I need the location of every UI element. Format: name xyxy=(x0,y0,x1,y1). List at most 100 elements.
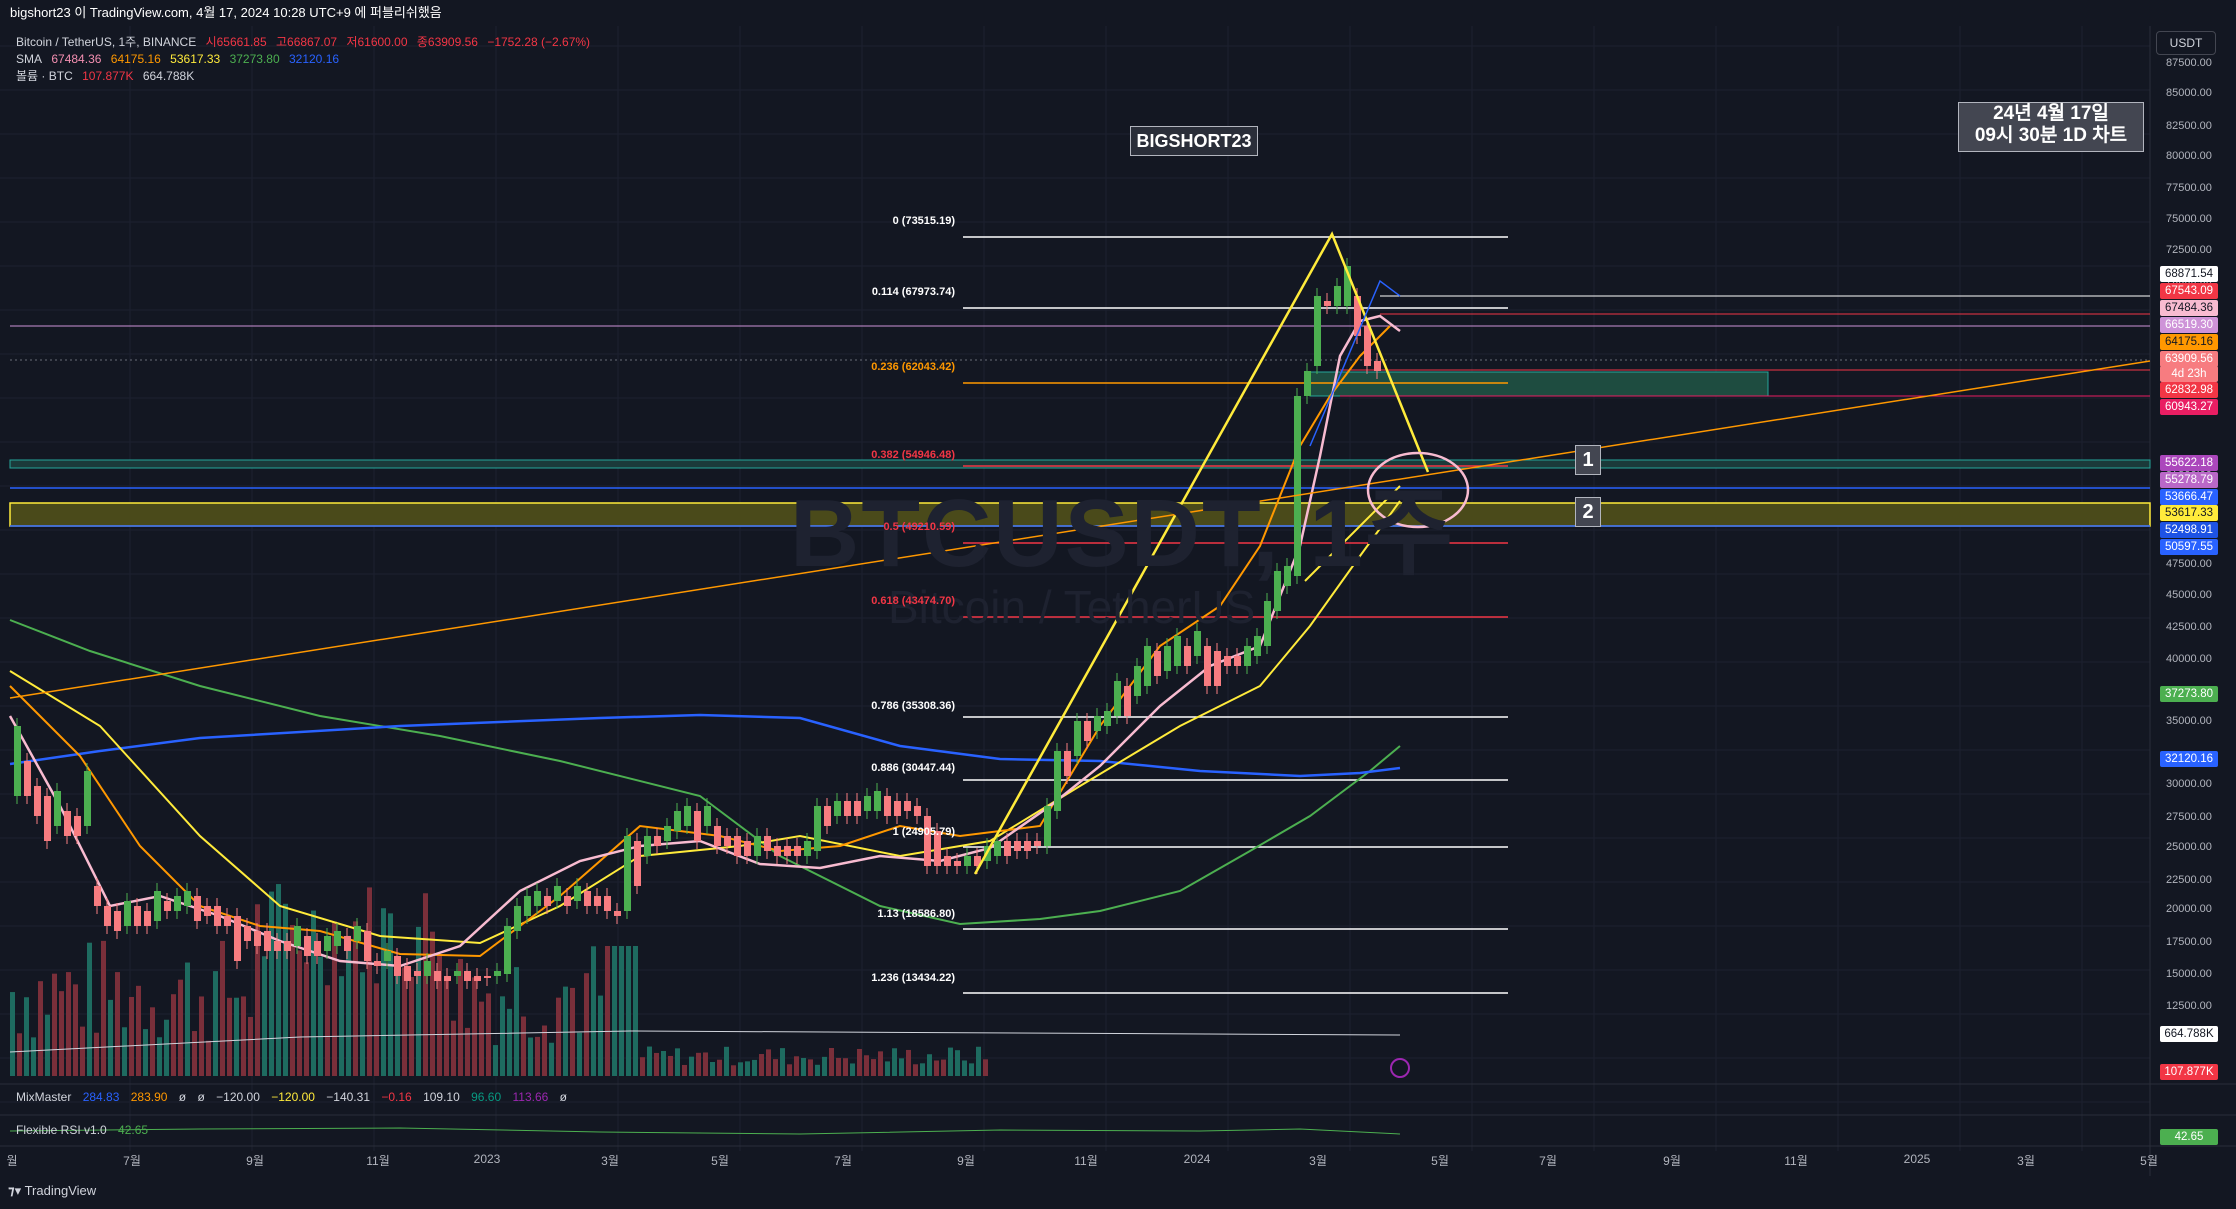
rsi-name[interactable]: Flexible RSI v1.0 xyxy=(16,1123,107,1137)
volume-bar xyxy=(87,942,92,1076)
price-axis-label: 82500.00 xyxy=(2166,120,2212,132)
highlight-circle xyxy=(1366,451,1470,529)
open-value: 시65661.85 xyxy=(205,35,267,49)
volume-bar xyxy=(332,921,337,1076)
rsi-line xyxy=(9,1127,1401,1135)
time-axis-label: 2023 xyxy=(473,1152,501,1166)
time-axis-label: 2024 xyxy=(1183,1152,1211,1166)
candle-body xyxy=(1154,651,1161,676)
fib-trendline xyxy=(973,231,1430,875)
date-line-1: 24년 4월 17일 xyxy=(1993,103,2109,124)
volume-bar xyxy=(703,1052,708,1076)
candle-body xyxy=(1014,841,1021,851)
volume-bar xyxy=(500,996,505,1076)
volume-bar xyxy=(59,991,64,1076)
fib-label: 0.618 (43474.70) xyxy=(871,595,955,607)
price-chart[interactable] xyxy=(0,26,2236,1176)
candle-body xyxy=(694,811,701,841)
blue-trendline xyxy=(1309,279,1401,447)
volume-bar xyxy=(479,1001,484,1076)
sma-value-2: 64175.16 xyxy=(110,52,161,66)
volume-bar xyxy=(549,1042,554,1076)
volume-bar xyxy=(52,973,57,1076)
volume-bar xyxy=(430,931,435,1076)
price-tag: 664.788K xyxy=(2160,1026,2218,1042)
symbol-watermark: BTCUSDT, 1주 xyxy=(790,480,1456,587)
candle-body xyxy=(254,931,261,946)
volume-bar xyxy=(318,956,323,1076)
candle-body xyxy=(1254,636,1261,656)
tradingview-logo[interactable]: ⁊▾ TradingView xyxy=(8,1183,96,1199)
price-axis-label: 77500.00 xyxy=(2166,182,2212,194)
candle-body xyxy=(1224,656,1231,666)
volume-bar xyxy=(934,1060,939,1076)
candle-body xyxy=(404,966,411,981)
volume-bar xyxy=(668,1055,673,1076)
sma-label[interactable]: SMA xyxy=(16,52,43,66)
currency-button[interactable]: USDT xyxy=(2156,31,2216,55)
candle-body xyxy=(744,841,751,856)
candle-body xyxy=(144,911,151,926)
symbol-title[interactable]: Bitcoin / TetherUS, 1주, BINANCE xyxy=(16,35,197,49)
candle-body xyxy=(974,856,981,866)
candlesticks xyxy=(14,258,1381,989)
volume-bar xyxy=(794,1056,799,1076)
candle-body xyxy=(574,886,581,901)
candle-body xyxy=(944,856,951,866)
time-axis-label: 9월 xyxy=(246,1154,264,1168)
candle-body xyxy=(74,816,81,836)
time-axis-label: 7월 xyxy=(834,1154,852,1168)
volume-bar xyxy=(745,1061,750,1076)
price-axis-label: 35000.00 xyxy=(2166,715,2212,727)
candle-body xyxy=(264,931,271,951)
volume-bar xyxy=(213,971,218,1076)
volume-bar xyxy=(696,1052,701,1076)
candle-body xyxy=(1054,751,1061,811)
volume-bar xyxy=(717,1059,722,1076)
mixmaster-name[interactable]: MixMaster xyxy=(16,1090,72,1104)
volume-bar xyxy=(780,1048,785,1076)
price-axis-label: 80000.00 xyxy=(2166,150,2212,162)
volume-bars xyxy=(9,884,1401,1076)
volume-bar xyxy=(759,1054,764,1076)
price-tag: 60943.27 xyxy=(2160,399,2218,415)
candle-body xyxy=(484,976,491,978)
volume-bar xyxy=(437,955,442,1076)
volume-bar xyxy=(10,992,15,1076)
tv-logo-icon: ⁊▾ xyxy=(8,1183,22,1198)
price-tag: 53617.33 xyxy=(2160,505,2218,521)
candle-body xyxy=(804,841,811,856)
candle-body xyxy=(1324,301,1331,306)
volume-bar xyxy=(843,1058,848,1076)
volume-bar xyxy=(927,1054,932,1076)
candle-body xyxy=(1184,646,1191,666)
volume-bar xyxy=(409,977,414,1076)
volume-label[interactable]: 볼륨 · BTC xyxy=(16,69,73,83)
time-axis-label: 월 xyxy=(6,1154,18,1168)
candle-body xyxy=(124,901,131,926)
volume-bar xyxy=(101,940,106,1076)
volume-bar xyxy=(731,1065,736,1076)
price-tag: 55278.79 xyxy=(2160,472,2218,488)
volume-bar xyxy=(857,1048,862,1076)
volume-bar xyxy=(787,1064,792,1076)
volume-bar xyxy=(556,997,561,1076)
volume-bar xyxy=(402,967,407,1076)
volume-bar xyxy=(486,993,491,1076)
candle-body xyxy=(724,836,731,846)
price-axis-label: 87500.00 xyxy=(2166,57,2212,69)
candle-body xyxy=(1314,296,1321,366)
volume-bar xyxy=(948,1047,953,1076)
price-axis-label: 22500.00 xyxy=(2166,874,2212,886)
candle-body xyxy=(504,926,511,974)
zone-2-label: 2 xyxy=(1575,497,1601,527)
candle-body xyxy=(1114,681,1121,716)
volume-bar xyxy=(514,967,519,1076)
candle-body xyxy=(814,806,821,851)
candle-body xyxy=(524,896,531,916)
sma-value-3: 53617.33 xyxy=(170,52,221,66)
mix-v6: −140.31 xyxy=(326,1090,370,1104)
candle-body xyxy=(294,926,301,946)
candle-body xyxy=(1294,396,1301,576)
candle-body xyxy=(1064,751,1071,776)
